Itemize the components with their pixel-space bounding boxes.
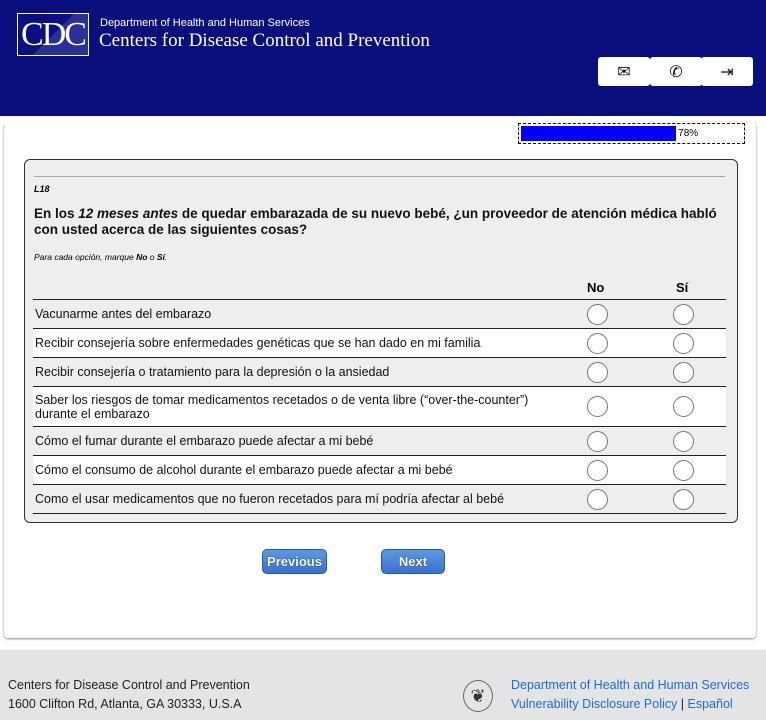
radio-si[interactable] bbox=[672, 488, 694, 510]
cdc-logo[interactable]: CDC bbox=[17, 13, 89, 56]
footer: Centers for Disease Control and Preventi… bbox=[0, 650, 766, 720]
option-label: Recibir consejería sobre enfermedades ge… bbox=[33, 328, 554, 358]
option-label: Saber los riesgos de tomar medicamentos … bbox=[33, 386, 554, 427]
vdp-link[interactable]: Vulnerability Disclosure Policy bbox=[511, 697, 678, 711]
option-row: Recibir consejería sobre enfermedades ge… bbox=[33, 328, 726, 358]
instr-pre: Para cada opción, marque bbox=[34, 252, 137, 262]
option-row: Cómo el fumar durante el embarazo puede … bbox=[33, 426, 726, 456]
sign-in-button[interactable]: ⇥ bbox=[701, 57, 753, 86]
no-cell bbox=[554, 357, 640, 387]
option-label: Vacunarme antes del embarazo bbox=[33, 299, 554, 329]
footer-org: Centers for Disease Control and Preventi… bbox=[8, 678, 250, 692]
espanol-link[interactable]: Español bbox=[687, 697, 733, 711]
question-text-pre: En los bbox=[34, 206, 79, 221]
radio-si[interactable] bbox=[672, 430, 694, 452]
phone-button[interactable]: ✆ bbox=[650, 57, 702, 86]
radio-no[interactable] bbox=[586, 488, 608, 510]
no-cell bbox=[554, 484, 640, 514]
divider bbox=[34, 176, 725, 177]
si-cell bbox=[640, 455, 726, 485]
phone-icon: ✆ bbox=[669, 63, 683, 81]
option-row: Recibir consejería o tratamiento para la… bbox=[33, 357, 726, 387]
sign-in-icon: ⇥ bbox=[720, 63, 734, 81]
envelope-icon: ✉ bbox=[617, 63, 631, 81]
question-id: L18 bbox=[34, 184, 50, 194]
radio-si[interactable] bbox=[672, 361, 694, 383]
no-cell bbox=[554, 455, 640, 485]
option-label: Cómo el fumar durante el embarazo puede … bbox=[33, 426, 554, 456]
question-text: En los 12 meses antes de quedar embaraza… bbox=[34, 206, 724, 238]
option-row: Saber los riesgos de tomar medicamentos … bbox=[33, 386, 726, 427]
no-cell bbox=[554, 299, 640, 329]
no-cell bbox=[554, 426, 640, 456]
radio-si[interactable] bbox=[672, 303, 694, 325]
hhs-eagle-icon: ❦ bbox=[463, 680, 493, 712]
radio-si[interactable] bbox=[672, 396, 694, 417]
footer-address: 1600 Clifton Rd, Atlanta, GA 30333, U.S.… bbox=[8, 697, 242, 711]
instr-end: . bbox=[164, 252, 168, 262]
footer-links: Vulnerability Disclosure Policy | Españo… bbox=[511, 697, 733, 711]
radio-no[interactable] bbox=[586, 361, 608, 383]
si-cell bbox=[640, 426, 726, 456]
question-text-post: de quedar embarazada de su nuevo bebé, ¿… bbox=[34, 206, 717, 237]
radio-si[interactable] bbox=[672, 459, 694, 481]
agency-name: Centers for Disease Control and Preventi… bbox=[99, 30, 430, 51]
option-label: Cómo el consumo de alcohol durante el em… bbox=[33, 455, 554, 485]
instr-si: Sí bbox=[156, 252, 165, 262]
next-button[interactable]: Next bbox=[381, 549, 445, 574]
option-row: Vacunarme antes del embarazo bbox=[33, 299, 726, 329]
question-text-emphasis: 12 meses antes bbox=[78, 206, 179, 221]
header: CDC Department of Health and Human Servi… bbox=[0, 0, 766, 116]
radio-no[interactable] bbox=[586, 396, 608, 417]
option-row: Cómo el consumo de alcohol durante el em… bbox=[33, 455, 726, 485]
options-table: Vacunarme antes del embarazo Recibir cons… bbox=[33, 299, 726, 514]
radio-no[interactable] bbox=[586, 303, 608, 325]
previous-button[interactable]: Previous bbox=[262, 549, 327, 574]
instr-no: No bbox=[136, 252, 148, 262]
radio-no[interactable] bbox=[586, 332, 608, 354]
question-box: L18 En los 12 meses antes de quedar emba… bbox=[24, 159, 738, 523]
si-cell bbox=[640, 484, 726, 514]
si-cell bbox=[640, 328, 726, 358]
progress-label: 78% bbox=[678, 128, 699, 139]
no-cell bbox=[554, 386, 640, 427]
progress-fill bbox=[521, 126, 677, 141]
radio-no[interactable] bbox=[586, 459, 608, 481]
column-header-si: Sí bbox=[676, 280, 689, 295]
link-separator: | bbox=[680, 697, 685, 711]
instr-mid: o bbox=[147, 252, 157, 262]
hhs-link[interactable]: Department of Health and Human Services bbox=[511, 678, 750, 692]
instructions: Para cada opción, marque No o Sí. bbox=[34, 252, 167, 262]
option-label: Como el usar medicamentos que no fueron … bbox=[33, 484, 554, 514]
si-cell bbox=[640, 299, 726, 329]
radio-si[interactable] bbox=[672, 332, 694, 354]
email-button[interactable]: ✉ bbox=[598, 57, 650, 86]
radio-no[interactable] bbox=[586, 430, 608, 452]
option-row: Como el usar medicamentos que no fueron … bbox=[33, 484, 726, 514]
department-name: Department of Health and Human Services bbox=[100, 17, 310, 29]
progress-bar: 78% bbox=[518, 123, 745, 144]
option-label: Recibir consejería o tratamiento para la… bbox=[33, 357, 554, 387]
column-header-no: No bbox=[587, 280, 605, 295]
si-cell bbox=[640, 357, 726, 387]
no-cell bbox=[554, 328, 640, 358]
si-cell bbox=[640, 386, 726, 427]
